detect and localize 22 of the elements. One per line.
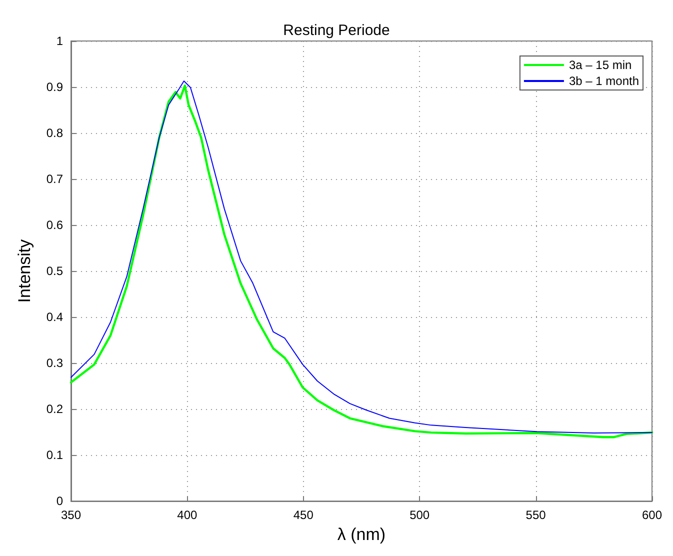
legend-label: 3b – 1 month — [568, 74, 640, 88]
y-tick-label: 1 — [56, 34, 64, 48]
x-tick-label: 600 — [642, 508, 662, 522]
x-tick-label: 550 — [526, 508, 546, 522]
x-tick-label: 400 — [177, 508, 198, 522]
x-tick-label: 350 — [60, 508, 82, 522]
x-tick-label: 450 — [293, 508, 314, 522]
x-tick-label: 500 — [410, 508, 430, 522]
chart-title: Resting Periode — [283, 22, 390, 39]
y-tick-label: 0.8 — [46, 126, 64, 140]
x-axis-title: λ (nm) — [337, 525, 386, 544]
y-tick-label: 0.1 — [46, 448, 64, 462]
y-tick-label: 0.4 — [46, 310, 64, 324]
y-tick-label: 0.9 — [46, 80, 64, 94]
y-tick-label: 0 — [56, 494, 64, 508]
y-tick-label: 0.2 — [46, 402, 64, 416]
y-tick-label: 0.3 — [46, 356, 64, 370]
y-tick-label: 0.7 — [46, 172, 64, 186]
y-tick-label: 0.5 — [46, 264, 64, 278]
legend-label: 3a – 15 min — [568, 58, 632, 72]
y-axis-title: Intensity — [15, 238, 34, 303]
y-tick-label: 0.6 — [46, 218, 64, 232]
